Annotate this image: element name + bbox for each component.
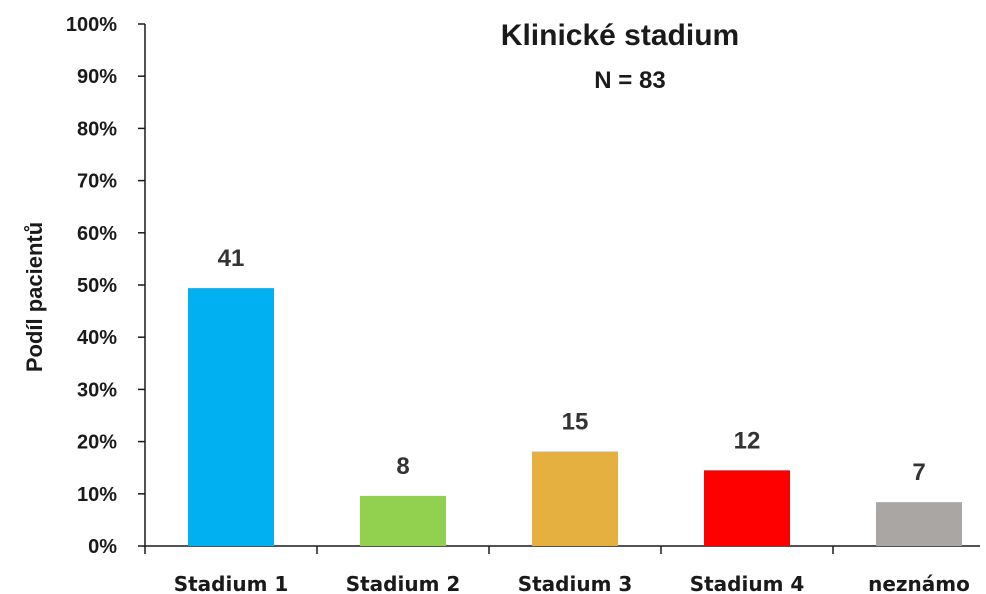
x-tick-label: Stadium 2 — [346, 572, 461, 594]
y-tick-label: 70% — [77, 171, 117, 193]
chart-subtitle: N = 83 — [594, 67, 665, 94]
y-tick-label: 90% — [77, 66, 117, 88]
chart-title: Klinické stadium — [501, 19, 739, 52]
x-tick-label: Stadium 3 — [518, 572, 633, 594]
bar — [704, 470, 790, 546]
y-tick-label: 50% — [77, 275, 117, 297]
y-tick-label: 30% — [77, 379, 117, 401]
data-labels: 41 8 15 12 7 — [218, 245, 926, 486]
y-tick-label: 80% — [77, 118, 117, 140]
bar — [876, 502, 962, 546]
data-label: 41 — [218, 245, 245, 272]
y-tick-label: 60% — [77, 223, 117, 245]
y-tick-label: 10% — [77, 484, 117, 506]
data-label: 7 — [912, 459, 925, 486]
bar — [360, 495, 446, 546]
x-tick-label: Stadium 4 — [690, 572, 805, 594]
bar — [532, 451, 618, 546]
data-label: 15 — [562, 409, 589, 436]
x-tick-label: Stadium 1 — [174, 572, 289, 594]
x-ticks: Stadium 1 Stadium 2 Stadium 3 Stadium 4 nezn… — [144, 546, 970, 594]
y-tick-label: 100% — [66, 14, 117, 36]
bars — [188, 288, 962, 546]
data-label: 12 — [734, 427, 761, 454]
y-tick-label: 40% — [77, 327, 117, 349]
bar — [188, 288, 274, 546]
data-label: 8 — [396, 453, 409, 480]
y-tick-label: 0% — [88, 536, 117, 558]
x-tick-label: neznámo — [868, 572, 970, 594]
y-axis-label: Podíl pacientů — [22, 222, 47, 372]
y-ticks: 0% 10% 20% 30% 40% 50% 60% 70% 80% 90% 100% — [66, 14, 145, 558]
y-tick-label: 20% — [77, 432, 117, 454]
